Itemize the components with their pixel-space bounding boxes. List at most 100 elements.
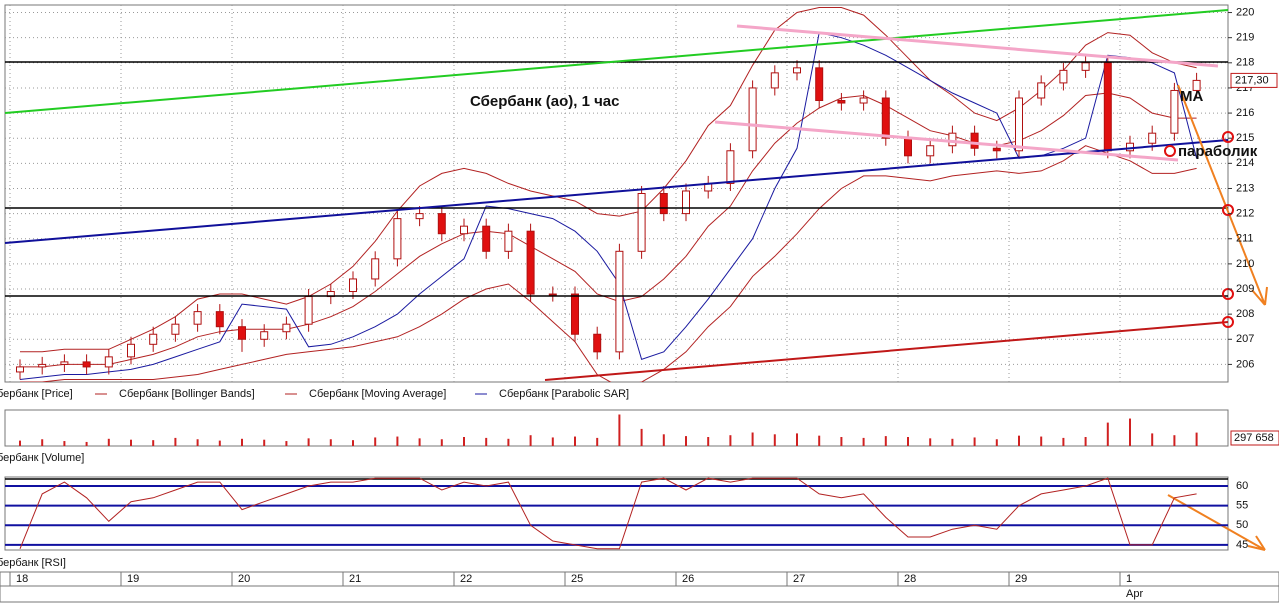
volume-marker-label: 297 658 <box>1234 432 1274 444</box>
annotation: MA <box>1180 88 1203 105</box>
indicator-line <box>20 7 1197 353</box>
candle-body <box>304 296 313 325</box>
y-tick-label: 220 <box>1236 6 1254 18</box>
candle-body <box>104 356 113 368</box>
candle-body <box>371 258 380 280</box>
candle-body <box>793 67 801 74</box>
panel-label: бербанк [RSI] <box>0 557 66 569</box>
candle-body <box>659 193 668 215</box>
candle-body <box>38 363 47 368</box>
candle-body <box>504 230 513 252</box>
price-panel <box>4 4 1229 383</box>
overlay-drawings <box>4 9 1268 551</box>
candle-body <box>748 87 757 152</box>
candle-body <box>548 293 557 296</box>
candle-body <box>1059 69 1068 84</box>
candle-body <box>238 326 246 340</box>
channel-line <box>714 120 1179 162</box>
candle-body <box>815 67 824 102</box>
indicator-line <box>19 31 1198 380</box>
candle-body <box>770 72 779 89</box>
candle-body <box>349 278 357 293</box>
date-axis <box>0 571 1279 603</box>
y-tick-label: 50 <box>1236 519 1248 531</box>
candle-body <box>948 132 957 147</box>
y-tick-label: 219 <box>1236 32 1254 44</box>
candle-body <box>904 137 912 157</box>
candle-body <box>571 293 579 335</box>
x-sublabel: Apr <box>1126 588 1143 600</box>
y-tick-label: 207 <box>1236 333 1254 345</box>
marker-circle <box>1222 316 1234 328</box>
grid <box>5 5 1228 382</box>
trend-line <box>4 9 1229 114</box>
candle-body <box>1170 89 1179 134</box>
arrow <box>1177 84 1268 306</box>
candle-body <box>970 132 979 149</box>
candle-body <box>415 213 424 220</box>
candle-body <box>837 100 846 104</box>
x-tick-label: 1 <box>1126 573 1132 585</box>
candle-body <box>260 331 269 340</box>
legend-label: Сбербанк [Moving Average] <box>309 388 446 400</box>
legend-label: Сбербанк [Bollinger Bands] <box>119 388 255 400</box>
y-tick-label: 55 <box>1236 500 1248 512</box>
rsi-panel <box>4 476 1229 551</box>
y-tick-label: 212 <box>1236 208 1254 220</box>
lower-panels: 18 19 20 21 22 25 26 27 28 29 1 Apr 297 658 бербанк [… <box>0 414 1279 600</box>
price-marker-label: 217,30 <box>1235 74 1269 86</box>
candle-body <box>1015 97 1023 152</box>
candle-body <box>1037 82 1046 99</box>
candle-body <box>881 97 890 139</box>
candle-body <box>215 311 224 328</box>
candle-body <box>60 361 69 365</box>
marker-circle <box>1222 131 1234 143</box>
candle-body <box>1081 62 1090 71</box>
candle-body <box>127 343 135 358</box>
y-tick-label: 206 <box>1236 358 1254 370</box>
candle-body <box>682 190 690 215</box>
marker-circle <box>1164 145 1176 157</box>
candle-body <box>1148 132 1157 144</box>
candle-body <box>437 213 446 235</box>
y-tick-label: 45 <box>1236 539 1248 551</box>
annotation: параболик <box>1178 143 1258 160</box>
y-tick-label: 211 <box>1236 233 1254 245</box>
arrow <box>1167 494 1266 551</box>
x-tick-label: 18 <box>16 573 28 585</box>
candle-body <box>149 333 158 345</box>
candle-body <box>1126 142 1134 152</box>
candle-body <box>637 193 646 252</box>
x-tick-label: 28 <box>904 573 916 585</box>
volume-marker-box <box>1230 430 1279 446</box>
y-tick-label: 216 <box>1236 107 1254 119</box>
candle-body <box>615 250 624 353</box>
candle-body <box>1103 62 1112 152</box>
indicator-line <box>20 145 1197 382</box>
candle-body <box>1192 79 1201 91</box>
y-tick-label: 218 <box>1236 57 1254 69</box>
y-tick-label: 60 <box>1236 480 1248 492</box>
candle-body <box>482 225 491 252</box>
y-tick-label: 208 <box>1236 308 1254 320</box>
y-tick-label: 210 <box>1236 258 1254 270</box>
x-tick-label: 19 <box>127 573 139 585</box>
price-marker-box <box>1230 72 1278 88</box>
price-plot <box>16 7 1201 382</box>
trend-line <box>544 321 1229 381</box>
x-tick-label: 20 <box>238 573 250 585</box>
y-tick-label: 215 <box>1236 132 1254 144</box>
legend-label: Сбербанк [Parabolic SAR] <box>499 388 629 400</box>
candle-body <box>926 145 935 157</box>
candle-body <box>82 361 91 368</box>
legend-label: бербанк [Price] <box>0 388 73 400</box>
candle-body <box>726 150 735 184</box>
x-tick-label: 27 <box>793 573 805 585</box>
channel-line <box>736 24 1219 68</box>
y-tick-label: 214 <box>1236 157 1254 169</box>
candle-body <box>16 366 24 373</box>
candle-body <box>992 147 1001 152</box>
x-tick-label: 26 <box>682 573 694 585</box>
candle-body <box>460 225 468 235</box>
